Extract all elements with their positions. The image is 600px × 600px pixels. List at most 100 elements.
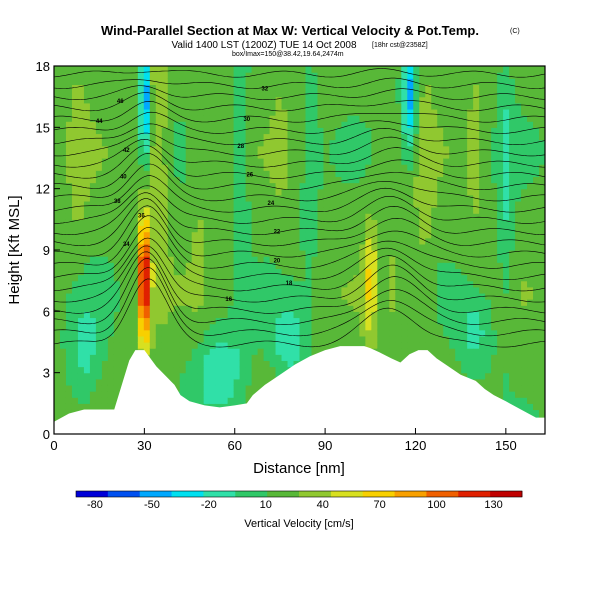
velocity-cell (341, 286, 349, 294)
velocity-cell (191, 354, 199, 361)
velocity-cell (77, 207, 85, 214)
velocity-cell (209, 286, 217, 294)
velocity-cell (113, 194, 121, 202)
velocity-cell (359, 323, 366, 331)
velocity-cell (65, 256, 73, 263)
velocity-cell (173, 207, 181, 214)
velocity-cell (527, 317, 534, 325)
velocity-cell (335, 164, 343, 171)
velocity-cell (485, 213, 492, 220)
velocity-cell (305, 335, 313, 343)
velocity-cell (101, 84, 109, 92)
velocity-cell (509, 305, 516, 312)
velocity-cell (125, 317, 133, 325)
velocity-cell (401, 127, 408, 135)
velocity-cell (473, 274, 480, 282)
velocity-cell (167, 139, 175, 147)
velocity-cell (281, 366, 289, 374)
velocity-cell (449, 280, 456, 288)
velocity-cell (215, 127, 223, 135)
velocity-cell (59, 409, 67, 417)
velocity-cell (305, 329, 313, 337)
velocity-cell (287, 280, 295, 288)
velocity-cell (539, 378, 545, 386)
velocity-cell (509, 151, 516, 159)
theta-contour (54, 153, 545, 191)
velocity-cell (143, 323, 151, 331)
velocity-cell (173, 329, 181, 337)
velocity-cell (527, 151, 534, 159)
velocity-cell (389, 299, 396, 306)
velocity-cell (65, 133, 73, 141)
velocity-cell (191, 127, 199, 135)
velocity-cell (473, 145, 480, 153)
y-tick-label: 9 (43, 243, 50, 258)
velocity-cell (467, 145, 474, 153)
velocity-cell (54, 151, 61, 159)
velocity-cell (515, 378, 522, 386)
velocity-cell (443, 311, 450, 319)
velocity-cell (335, 292, 343, 300)
velocity-cell (269, 72, 277, 79)
velocity-cell (173, 286, 181, 294)
velocity-cell (467, 243, 474, 251)
velocity-cell (167, 188, 175, 196)
velocity-cell (473, 335, 480, 343)
velocity-cell (59, 243, 67, 251)
velocity-cell (197, 78, 205, 85)
velocity-cell (491, 268, 498, 276)
velocity-cell (257, 305, 265, 312)
velocity-cell (54, 96, 61, 104)
velocity-cell (185, 151, 193, 159)
velocity-cell (359, 72, 366, 79)
velocity-cell (77, 250, 85, 257)
velocity-cell (113, 243, 121, 251)
velocity-cell (371, 274, 378, 282)
velocity-cell (293, 262, 301, 269)
velocity-cell (77, 397, 85, 404)
velocity-cell (257, 299, 265, 306)
contour-label: 38 (114, 199, 121, 205)
velocity-cell (149, 96, 157, 104)
velocity-cell (353, 170, 360, 177)
velocity-cell (419, 274, 426, 282)
velocity-cell (245, 219, 253, 227)
velocity-cell (437, 115, 444, 122)
velocity-cell (185, 311, 193, 319)
velocity-cell (371, 96, 378, 104)
velocity-cell (107, 243, 115, 251)
velocity-cell (341, 78, 349, 85)
velocity-cell (443, 127, 450, 135)
velocity-cell (383, 84, 390, 92)
x-tick-label: 120 (405, 438, 427, 453)
velocity-cell (167, 108, 175, 116)
velocity-cell (227, 250, 235, 257)
velocity-cell (143, 329, 151, 337)
velocity-cell (329, 158, 337, 165)
velocity-cell (221, 299, 229, 306)
velocity-cell (311, 286, 319, 294)
velocity-cell (353, 256, 360, 263)
velocity-cell (113, 108, 121, 116)
velocity-cell (317, 121, 325, 128)
velocity-cell (269, 342, 277, 349)
velocity-cell (293, 194, 301, 202)
velocity-cell (335, 96, 343, 104)
velocity-cell (89, 219, 97, 227)
velocity-cell (317, 274, 325, 282)
velocity-cell (125, 207, 133, 214)
velocity-cell (497, 250, 504, 257)
velocity-cell (503, 366, 510, 374)
velocity-cell (335, 329, 343, 337)
velocity-cell (389, 151, 396, 159)
velocity-cell (413, 164, 420, 171)
velocity-cell (179, 127, 187, 135)
velocity-cell (503, 274, 510, 282)
velocity-cell (281, 145, 289, 153)
velocity-cell (149, 158, 157, 165)
velocity-cell (491, 274, 498, 282)
velocity-cell (413, 335, 420, 343)
velocity-cell (215, 200, 223, 208)
velocity-cell (227, 145, 235, 153)
velocity-cell (359, 219, 366, 227)
